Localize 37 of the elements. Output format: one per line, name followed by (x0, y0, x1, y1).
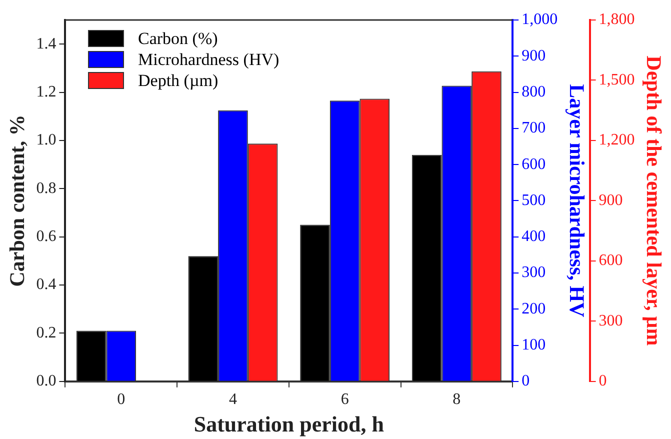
y2-tick-label: 1,000 (522, 11, 558, 28)
y-tick-label: 0.2 (36, 324, 56, 342)
y-tick-label: 0.8 (36, 180, 56, 197)
y-tick-label: 0.0 (36, 372, 56, 390)
y2-tick-label: 500 (522, 192, 546, 209)
y2-tick-label: 200 (522, 300, 546, 318)
x-axis-title: Saturation period, h (194, 411, 384, 436)
legend-label: Carbon (%) (138, 28, 218, 49)
y3-tick-label: 1,500 (598, 71, 635, 88)
x-tick-label: 8 (452, 391, 461, 408)
x-tick-label: 0 (117, 391, 126, 408)
y-tick-label: 1.0 (36, 132, 56, 149)
y3-tick-label: 1,800 (598, 11, 635, 28)
y2-axis-title: Layer microhardness, HV (564, 84, 589, 318)
y3-tick-label: 0 (598, 372, 607, 390)
y-tick-label: 1.2 (36, 83, 56, 100)
x-tick-label: 4 (228, 391, 237, 408)
y2-tick-label: 300 (522, 264, 546, 282)
y-tick-label: 0.4 (36, 276, 56, 294)
y3-tick-label: 1,200 (598, 132, 635, 149)
y3-tick-label: 300 (598, 312, 623, 330)
y3-tick-label: 600 (598, 252, 623, 270)
legend-label: Depth (µm) (138, 70, 218, 91)
y3-axis-title: Depth of the cemented layer, µm (642, 56, 666, 346)
y-tick-label: 0.6 (36, 228, 56, 246)
y3-tick-label: 900 (598, 192, 623, 209)
x-tick-label: 6 (340, 391, 349, 408)
y2-tick-label: 600 (522, 156, 546, 173)
y-tick-label: 1.4 (36, 35, 56, 52)
y2-tick-label: 700 (522, 120, 546, 137)
y-axis-title: Carbon content, % (5, 114, 30, 287)
y2-tick-label: 100 (522, 336, 546, 354)
y2-tick-label: 800 (522, 83, 546, 100)
y2-tick-label: 400 (522, 228, 546, 246)
legend-label: Microhardness (HV) (138, 49, 280, 70)
y2-tick-label: 900 (522, 47, 546, 64)
y2-tick-label: 0 (522, 372, 530, 390)
